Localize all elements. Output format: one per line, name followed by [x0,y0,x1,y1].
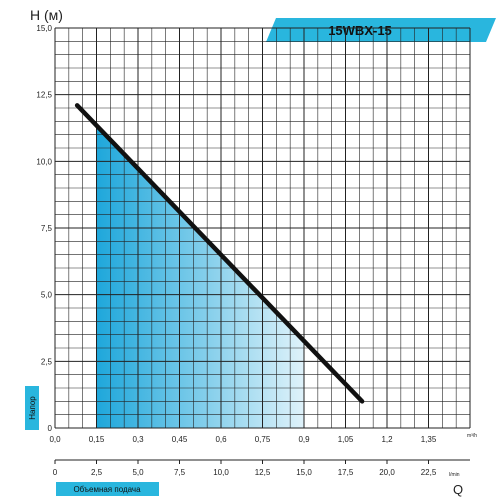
x-unit-secondary: l/min [449,472,460,478]
x-tick-label-primary: 0,75 [255,435,271,444]
x-tick-label-primary: 1,05 [338,435,354,444]
x-tick-label-secondary: 5,0 [132,468,144,477]
y-tick-label: 5,0 [41,291,53,300]
x-tick-label-secondary: 0 [53,468,58,477]
x-axis-symbol: Q [453,482,463,497]
x-tick-label-secondary: 17,5 [338,468,354,477]
y-tick-label: 15,0 [36,24,52,33]
model-badge-shape [266,18,496,42]
y-tick-label: 2,5 [41,357,53,366]
x-tick-label-secondary: 20,0 [379,468,395,477]
model-badge: 15WBX-15 [266,18,496,42]
y-axis-tag-text: Напор [28,396,37,420]
x-tick-label-primary: 1,35 [421,435,437,444]
y-tick-labels: 0 2,5 5,0 7,5 10,0 12,5 15,0 [36,24,52,433]
y-tick-label: 0 [48,424,53,433]
x-tick-label-primary: 0,6 [215,435,227,444]
y-axis-tag-box [25,386,39,430]
x-unit-primary: m³/h [467,433,477,439]
x-tick-label-secondary: 10,0 [213,468,229,477]
performance-curve [74,103,365,404]
x-tick-label-primary: 0,0 [49,435,61,444]
operating-range-area [96,125,304,429]
grid [54,27,471,429]
x-tick-label-primary: 0,15 [89,435,105,444]
model-title: 15WBX-15 [328,23,392,38]
y-axis-tag: Напор [25,386,39,430]
curve-line [74,103,365,404]
x-axis-tag-box [56,482,159,496]
x-tick-labels-primary: 0,0 0,15 0,3 0,45 0,6 0,75 0,9 1,05 1,2 1,35 [49,435,436,444]
x-tick-label-secondary: 12,5 [255,468,271,477]
x-tick-label-primary: 0,45 [172,435,188,444]
x-tick-label-primary: 1,2 [381,435,393,444]
x-tick-label-primary: 0,9 [298,435,310,444]
operating-range-fill [96,125,304,429]
x-tick-label-secondary: 15,0 [296,468,312,477]
x-axis-tag: Объемная подача [56,482,159,496]
y-tick-label: 7,5 [41,224,53,233]
x-tick-label-secondary: 7,5 [174,468,186,477]
x-tick-label-primary: 0,3 [132,435,144,444]
y-axis-label: H (м) [30,7,63,23]
y-tick-label: 10,0 [36,157,52,166]
x-tick-labels-secondary: 0 2,5 5,0 7,5 10,0 12,5 15,0 17,5 20,0 22,5 [53,460,437,477]
x-tick-label-secondary: 22,5 [421,468,437,477]
x-axis-tag-text: Объемная подача [73,485,141,494]
y-tick-label: 12,5 [36,91,52,100]
x-tick-label-secondary: 2,5 [91,468,103,477]
